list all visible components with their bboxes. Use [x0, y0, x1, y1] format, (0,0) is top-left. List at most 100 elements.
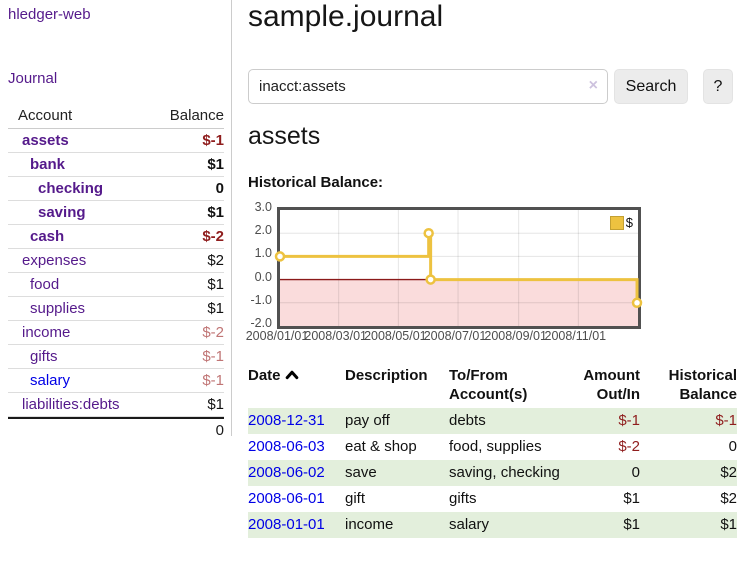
register-row: 2008-01-01 income salary $1 $1: [248, 512, 737, 538]
register-row: 2008-06-03 eat & shop food, supplies $-2 0: [248, 434, 737, 460]
sidebar-account-gifts[interactable]: gifts: [30, 348, 58, 365]
chart-plot-area: $: [274, 207, 643, 329]
register-col-balance: Historical Balance: [668, 367, 737, 403]
search-input[interactable]: [248, 69, 608, 104]
register-balance: $2: [720, 490, 737, 507]
account-balance: $-1: [202, 132, 224, 149]
nav-journal-link[interactable]: Journal: [8, 70, 58, 87]
account-row: assets $-1: [8, 129, 224, 153]
account-balance: $-2: [202, 228, 224, 245]
register-col-description: Description: [345, 367, 428, 384]
accounts-total-row: 0: [8, 417, 224, 442]
sidebar-account-checking[interactable]: checking: [38, 180, 104, 197]
account-balance: $-1: [202, 372, 224, 389]
register-rows: 2008-12-31 pay off debts $-1 $-1 2008-06-03 ea…: [248, 408, 737, 538]
register-description: eat & shop: [345, 438, 417, 455]
search-button[interactable]: Search: [614, 69, 688, 104]
register-accounts: salary: [449, 516, 490, 533]
y-tick-label: 2.0: [254, 223, 272, 238]
register-amount: $-1: [618, 412, 640, 429]
x-tick-label: 2008/01/01: [245, 329, 309, 343]
register-date-link[interactable]: 2008-06-02: [248, 464, 325, 481]
y-tick-label: -1.0: [250, 292, 272, 307]
sidebar-account-assets[interactable]: assets: [22, 132, 69, 149]
register-col-amount: Amount Out/In: [583, 367, 640, 403]
register-row: 2008-12-31 pay off debts $-1 $-1: [248, 408, 737, 434]
main-content: sample.journal × Search ? assets Histori…: [246, 0, 742, 582]
register-balance: $2: [720, 464, 737, 481]
sidebar-account-bank[interactable]: bank: [30, 156, 66, 173]
account-row: gifts $-1: [8, 345, 224, 369]
x-tick-label: 2008/03/01: [304, 329, 367, 343]
account-balance: $1: [207, 204, 224, 221]
chart-canvas: [274, 210, 643, 326]
account-balance: $-1: [202, 348, 224, 365]
account-row: cash $-2: [8, 225, 224, 249]
sidebar-account-expenses[interactable]: expenses: [22, 252, 87, 269]
clear-search-icon[interactable]: ×: [588, 77, 598, 94]
accounts-list: assets $-1 bank $1 checking 0 saving $1 cash $-2 e…: [8, 129, 224, 417]
accounts-col-balance: Balance: [169, 107, 224, 124]
account-heading: assets: [248, 122, 321, 150]
register-date-link[interactable]: 2008-06-01: [248, 490, 325, 507]
account-row: checking 0: [8, 177, 224, 201]
page-title: sample.journal: [248, 0, 444, 33]
account-balance: $2: [207, 252, 224, 269]
register-col-accounts: To/From Account(s): [449, 367, 528, 403]
register-amount: 0: [631, 464, 640, 481]
sidebar-account-supplies[interactable]: supplies: [30, 300, 86, 317]
register-amount: $-2: [618, 438, 640, 455]
register-accounts: debts: [449, 412, 486, 429]
y-tick-label: 3.0: [254, 200, 272, 214]
account-balance: 0: [215, 180, 224, 197]
register-row: 2008-06-01 gift gifts $1 $2: [248, 486, 737, 512]
register-description: gift: [345, 490, 366, 507]
register-amount: $1: [623, 490, 640, 507]
historical-balance-chart: 3.0 2.0 1.0 0.0 -1.0 -2.0 $ 2008/01/01 2008/03…: [246, 200, 688, 348]
register-accounts: gifts: [449, 490, 477, 507]
search-input-wrap: ×: [248, 69, 608, 104]
sidebar-account-food[interactable]: food: [30, 276, 60, 293]
x-tick-label: 2008/11/01: [544, 329, 607, 343]
chart-title: Historical Balance:: [248, 174, 384, 191]
register-description: income: [345, 516, 394, 533]
y-tick-label: -2.0: [250, 316, 272, 330]
y-tick-label: 0.0: [254, 269, 272, 284]
y-tick-label: 1.0: [254, 246, 272, 261]
legend-label: $: [625, 215, 633, 230]
accounts-total-value: 0: [215, 422, 224, 439]
sidebar-account-salary[interactable]: salary: [30, 372, 71, 389]
register-col-date[interactable]: Date: [248, 364, 345, 408]
register-date-link[interactable]: 2008-06-03: [248, 438, 325, 455]
register-description: save: [345, 464, 377, 481]
register-accounts: saving, checking: [449, 464, 560, 481]
register-table: Date Description To/From Account(s) Amou…: [248, 364, 737, 538]
sidebar-account-liabilities-debts[interactable]: liabilities:debts: [22, 396, 120, 413]
register-balance: $1: [720, 516, 737, 533]
x-tick-label: 2008/05/01: [364, 329, 427, 343]
search-help-button[interactable]: ?: [703, 69, 733, 104]
sidebar-account-cash[interactable]: cash: [30, 228, 65, 245]
account-row: supplies $1: [8, 297, 224, 321]
sidebar-account-saving[interactable]: saving: [38, 204, 86, 221]
account-balance: $1: [207, 156, 224, 173]
account-row: salary $-1: [8, 369, 224, 393]
account-row: income $-2: [8, 321, 224, 345]
register-row: 2008-06-02 save saving, checking 0 $2: [248, 460, 737, 486]
account-row: saving $1: [8, 201, 224, 225]
register-date-link[interactable]: 2008-12-31: [248, 412, 325, 429]
brand-link[interactable]: hledger-web: [8, 6, 91, 23]
register-description: pay off: [345, 412, 390, 429]
register-balance: $-1: [715, 412, 737, 429]
register-date-link[interactable]: 2008-01-01: [248, 516, 325, 533]
account-balance: $1: [207, 300, 224, 317]
account-balance: $-2: [202, 324, 224, 341]
register-amount: $1: [623, 516, 640, 533]
register-balance: 0: [728, 438, 737, 455]
sidebar-account-income[interactable]: income: [22, 324, 71, 341]
account-balance: $1: [207, 396, 224, 413]
chart-legend: $: [609, 215, 633, 230]
accounts-table-header: Account Balance: [8, 103, 224, 129]
accounts-table: Account Balance assets $-1 bank $1 checking 0…: [8, 103, 224, 442]
